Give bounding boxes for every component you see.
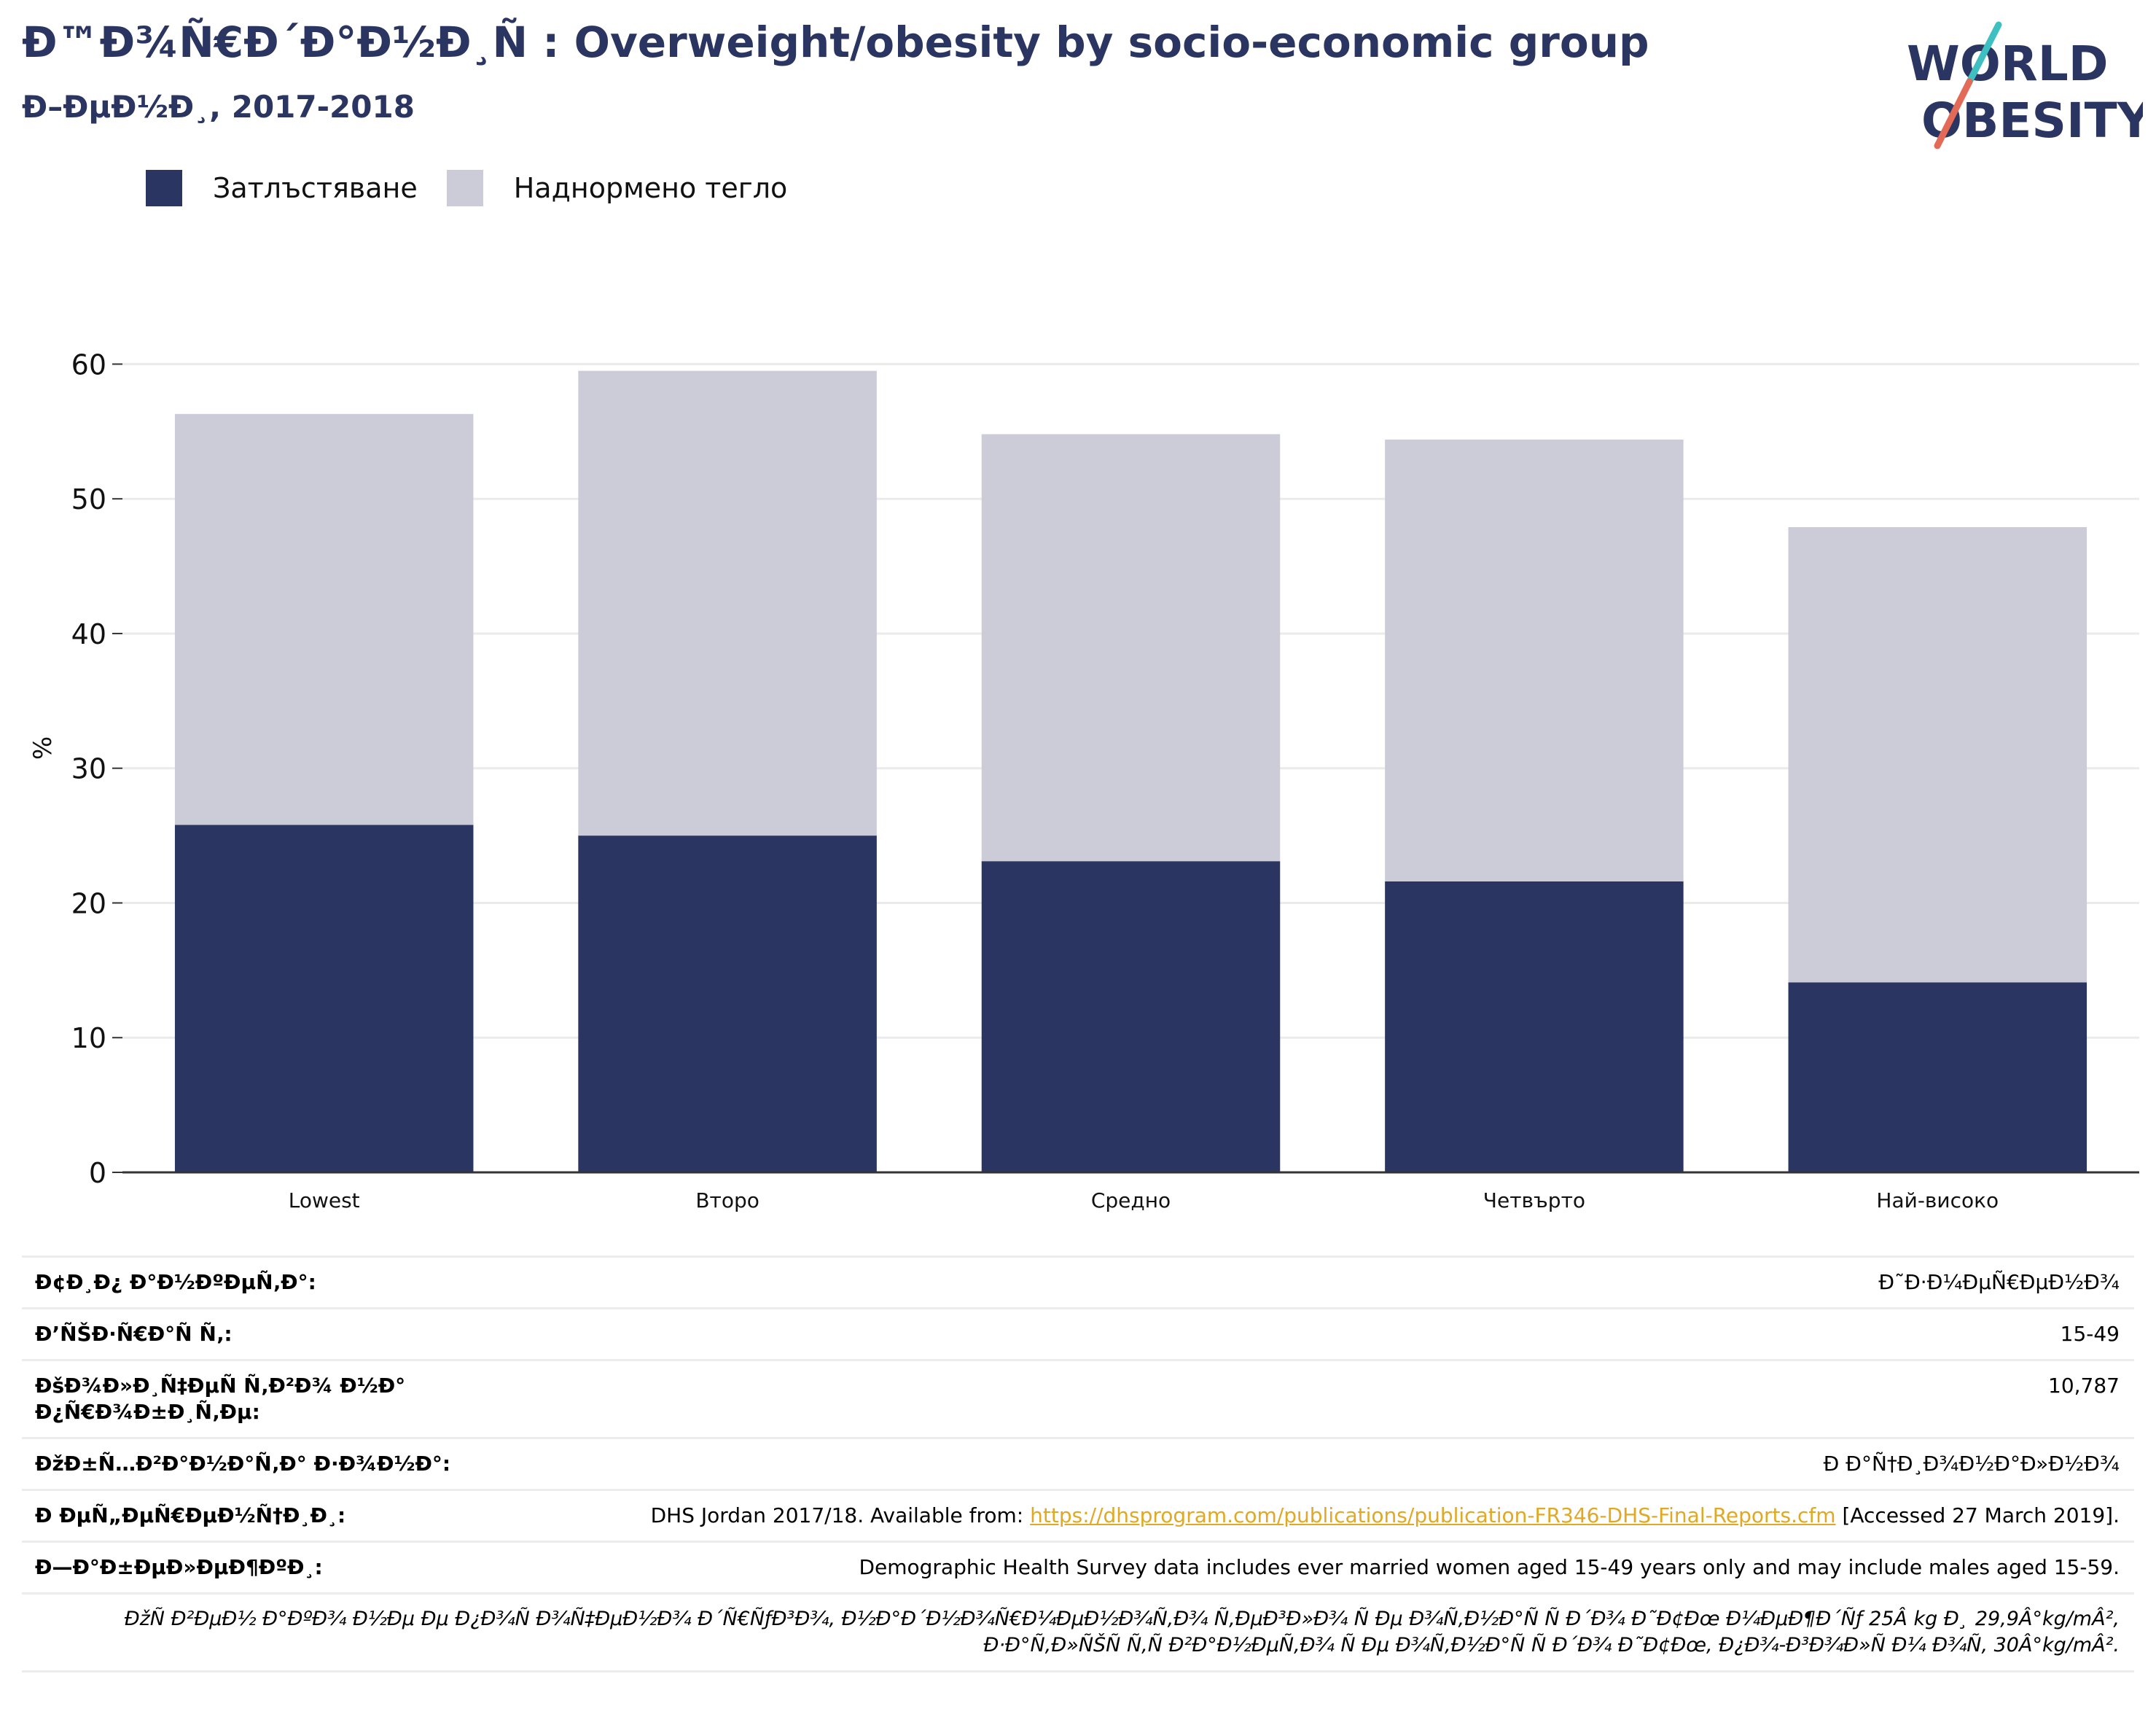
x-tick-label: Най-високо [1876, 1188, 1999, 1212]
info-key: Ð¢Ð¸Ð¿ Ð°Ð½ÐºÐµÑ‚Ð°: [35, 1270, 316, 1294]
info-row-survey-type: Ð¢Ð¸Ð¿ Ð°Ð½ÐºÐµÑ‚Ð°: Ð˜Ð·Ð¼ÐµÑ€ÐµÐ½Ð¾ [22, 1255, 2134, 1307]
svg-text:OBESITY: OBESITY [1921, 93, 2143, 149]
info-value: Demographic Health Survey data includes … [859, 1555, 2120, 1579]
info-key: ÐžÐ±Ñ…Ð²Ð°Ð½Ð°Ñ‚Ð° Ð·Ð¾Ð½Ð°: [35, 1452, 451, 1476]
info-value: Ð˜Ð·Ð¼ÐµÑ€ÐµÐ½Ð¾ [1878, 1270, 2120, 1294]
legend-item-obesity[interactable]: Затлъстяване [146, 170, 418, 206]
reference-prefix: DHS Jordan 2017/18. Available from: [650, 1503, 1031, 1527]
survey-info-table: Ð¢Ð¸Ð¿ Ð°Ð½ÐºÐµÑ‚Ð°: Ð˜Ð·Ð¼ÐµÑ€ÐµÐ½Ð¾ Ð’… [22, 1255, 2134, 1673]
y-tick-label: 30 [71, 753, 106, 785]
info-key: Ð ÐµÑ„ÐµÑ€ÐµÐ½Ñ†Ð¸Ð¸: [35, 1503, 346, 1527]
info-value: 15-49 [2060, 1322, 2120, 1346]
info-key: Ð’ÑŠÐ·Ñ€Ð°Ñ Ñ‚: [35, 1322, 233, 1346]
legend-swatch-obesity [146, 170, 182, 206]
chart-legend: Затлъстяване Наднормено тегло [146, 166, 816, 210]
info-value: Ð Ð°Ñ†Ð¸Ð¾Ð½Ð°Ð»Ð½Ð¾ [1823, 1452, 2120, 1476]
info-key: Ð—Ð°Ð±ÐµÐ»ÐµÐ¶ÐºÐ¸: [35, 1555, 323, 1579]
bar-obesity [981, 861, 1281, 1172]
y-tick-label: 60 [71, 348, 106, 381]
info-row-area-covered: ÐžÐ±Ñ…Ð²Ð°Ð½Ð°Ñ‚Ð° Ð·Ð¾Ð½Ð°: Ð Ð°Ñ†Ð¸Ð¾Ð… [22, 1437, 2134, 1489]
x-tick-label: Средно [1091, 1188, 1171, 1212]
x-tick-label: Четвърто [1483, 1188, 1585, 1212]
info-value: 10,787 [2048, 1374, 2120, 1398]
info-row-definition: ÐžÑ Ð²ÐµÐ½ Ð°ÐºÐ¾ Ð½Ðµ Ðµ Ð¿Ð¾Ñ Ð¾Ñ‡ÐµÐ½… [22, 1592, 2134, 1673]
info-value: DHS Jordan 2017/18. Available from: http… [487, 1503, 2120, 1529]
bar-overweight [578, 370, 877, 836]
bar-overweight [174, 413, 474, 825]
bar-obesity [1788, 982, 2087, 1172]
reference-link[interactable]: https://dhsprogram.com/publications/publ… [1030, 1503, 1836, 1527]
y-tick-label: 20 [71, 887, 106, 919]
info-row-age: Ð’ÑŠÐ·Ñ€Ð°Ñ Ñ‚: 15-49 [22, 1307, 2134, 1359]
bar-obesity [1385, 881, 1684, 1172]
y-tick-label: 40 [71, 618, 106, 650]
x-tick-label: Lowest [289, 1188, 360, 1212]
bar-overweight [1788, 526, 2087, 983]
y-axis-label: % [28, 736, 58, 760]
x-tick-label: Второ [695, 1188, 759, 1212]
info-key: ÐšÐ¾Ð»Ð¸Ñ‡ÐµÑ Ñ‚Ð²Ð¾ Ð½Ð° Ð¿Ñ€Ð¾Ð±Ð¸Ñ‚Ðµ… [35, 1374, 406, 1424]
legend-label-overweight: Наднормено тегло [513, 172, 788, 204]
bar-obesity [578, 836, 877, 1172]
info-row-sample-size: ÐšÐ¾Ð»Ð¸Ñ‡ÐµÑ Ñ‚Ð²Ð¾ Ð½Ð° Ð¿Ñ€Ð¾Ð±Ð¸Ñ‚Ðµ… [22, 1359, 2134, 1437]
world-obesity-logo: WORLD OBESITY [1907, 21, 2143, 149]
y-tick-label: 0 [89, 1157, 106, 1189]
info-row-notes: Ð—Ð°Ð±ÐµÐ»ÐµÐ¶ÐºÐ¸: Demographic Health S… [22, 1541, 2134, 1592]
bar-chart: 0 10 20 30 40 50 60% Lowest Второ Средно Четвърто Н… [28, 348, 2139, 1212]
info-row-references: Ð ÐµÑ„ÐµÑ€ÐµÐ½Ñ†Ð¸Ð¸: DHS Jordan 2017/18… [22, 1489, 2134, 1541]
bar-overweight [981, 434, 1281, 862]
definition-text: ÐžÑ Ð²ÐµÐ½ Ð°ÐºÐ¾ Ð½Ðµ Ðµ Ð¿Ð¾Ñ Ð¾Ñ‡ÐµÐ½… [124, 1608, 2120, 1656]
y-tick-label: 10 [71, 1022, 106, 1054]
page-subtitle: Ð–ÐµÐ½Ð¸, 2017-2018 [22, 89, 415, 125]
bar-overweight [1385, 439, 1684, 881]
page-title: Ð™Ð¾Ñ€Ð´Ð°Ð½Ð¸Ñ : Overweight/obesity by … [22, 17, 1649, 67]
legend-swatch-overweight [446, 170, 483, 206]
y-tick-label: 50 [71, 483, 106, 515]
reference-suffix: [Accessed 27 March 2019]. [1835, 1503, 2120, 1527]
legend-item-overweight[interactable]: Наднормено тегло [446, 170, 788, 206]
bar-obesity [174, 825, 474, 1172]
svg-text:WORLD: WORLD [1907, 36, 2109, 92]
legend-label-obesity: Затлъстяване [213, 172, 418, 204]
